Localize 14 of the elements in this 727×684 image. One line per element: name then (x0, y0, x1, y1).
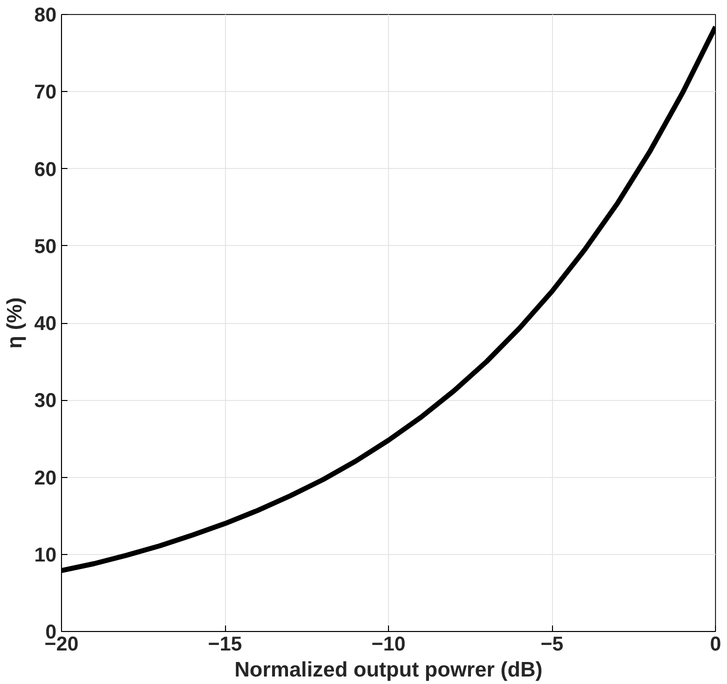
y-tick-label: 40 (34, 313, 57, 335)
x-tick-label: −10 (372, 634, 406, 656)
x-tick-label: −15 (208, 634, 242, 656)
y-tick-label: 60 (34, 158, 57, 181)
y-tick-label: 10 (34, 544, 57, 566)
y-axis-title: η (%) (3, 297, 26, 349)
y-tick-label: 50 (34, 236, 57, 258)
y-tick-label: 20 (34, 467, 57, 490)
x-axis-title: Normalized output powrer (dB) (234, 658, 543, 682)
x-tick-label: 0 (710, 634, 722, 656)
y-tick-label: 70 (34, 82, 57, 104)
y-tick-label: 30 (34, 390, 57, 412)
x-tick-label: −5 (540, 634, 564, 656)
y-tick-label: 80 (34, 4, 57, 26)
